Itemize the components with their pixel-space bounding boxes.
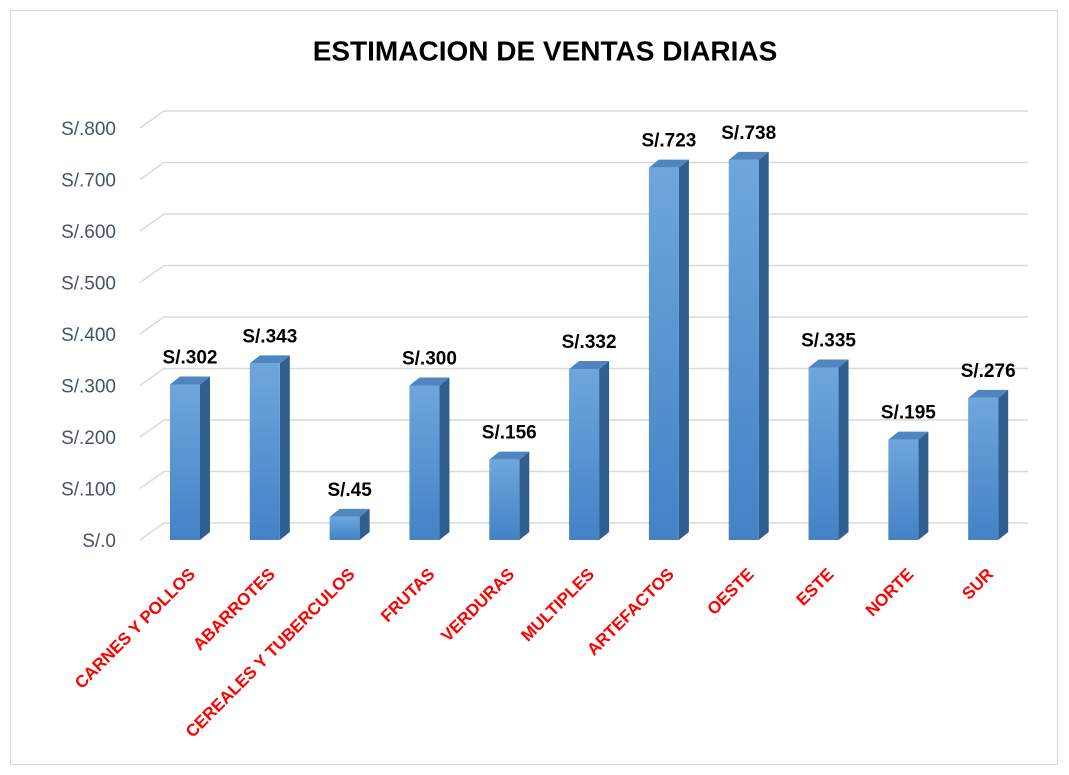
data-label: S/.332 — [562, 332, 617, 353]
bar — [728, 151, 769, 540]
bar-top — [489, 451, 530, 460]
y-tick-label: S/.200 — [61, 428, 116, 449]
bar — [409, 377, 450, 540]
chart-frame — [10, 10, 1058, 765]
bar-side — [678, 159, 689, 540]
bar-front — [329, 516, 360, 540]
bar-top — [648, 159, 689, 168]
data-label: S/.343 — [242, 326, 297, 347]
bar — [489, 451, 530, 540]
bar-top — [728, 151, 769, 160]
bar-top — [569, 361, 610, 370]
data-label: S/.723 — [641, 131, 696, 152]
y-tick-label: S/.700 — [61, 171, 116, 192]
bar-front — [968, 397, 999, 540]
data-label: S/.195 — [881, 403, 936, 424]
y-tick-label: S/.100 — [61, 480, 116, 501]
bar-side — [519, 451, 530, 540]
data-label: S/.156 — [482, 423, 537, 444]
y-tick-label: S/.500 — [61, 274, 116, 295]
bar-front — [648, 167, 679, 540]
grid-line — [139, 110, 1028, 129]
bar-top — [170, 376, 210, 385]
bar — [329, 508, 370, 540]
bar — [648, 159, 689, 540]
bar — [808, 359, 849, 540]
data-label: S/.276 — [961, 361, 1016, 382]
bar-side — [439, 377, 450, 540]
bar-front — [249, 363, 280, 540]
y-tick-label: S/.800 — [61, 119, 116, 140]
bar-side — [998, 389, 1009, 540]
bar-side — [599, 361, 610, 540]
bar — [888, 431, 929, 540]
data-label: S/.45 — [327, 480, 372, 501]
data-label: S/.738 — [721, 123, 776, 144]
bar-side — [200, 376, 210, 540]
data-label: S/.302 — [163, 347, 218, 368]
bar-side — [279, 355, 290, 540]
bar-front — [409, 385, 440, 540]
bar-side — [838, 359, 849, 540]
data-label: S/.335 — [801, 330, 856, 351]
bar-side — [918, 431, 929, 540]
bar-side — [359, 508, 370, 540]
bar-front — [808, 367, 839, 540]
bar — [968, 389, 1009, 540]
bar — [249, 355, 290, 540]
y-tick-label: S/.600 — [61, 222, 116, 243]
bar-top — [409, 377, 450, 386]
bar-front — [728, 159, 759, 540]
bar-front — [569, 369, 600, 540]
bar-side — [758, 151, 769, 540]
bar-top — [888, 431, 929, 440]
bar-top — [329, 508, 370, 517]
y-tick-label: S/.300 — [61, 377, 116, 398]
chart-title: ESTIMACION DE VENTAS DIARIAS — [313, 35, 778, 66]
data-label: S/.300 — [402, 349, 457, 370]
y-tick-label: S/.0 — [82, 531, 116, 552]
bar-top — [808, 359, 849, 368]
bar-front — [489, 459, 520, 540]
bar — [170, 376, 210, 540]
bar — [569, 361, 610, 540]
bar-top — [968, 389, 1009, 398]
bar-front — [888, 439, 919, 540]
bar-front — [170, 384, 200, 540]
y-tick-label: S/.400 — [61, 325, 116, 346]
bar-top — [249, 355, 290, 364]
